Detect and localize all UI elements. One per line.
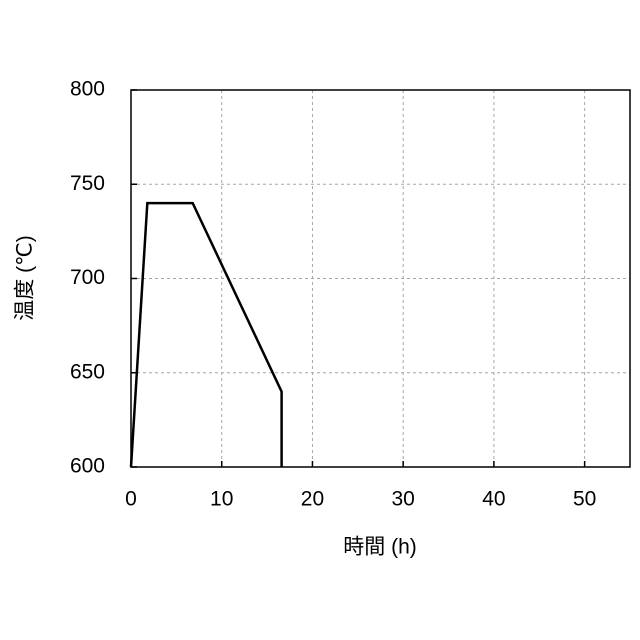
x-tick-label: 30 <box>392 488 415 511</box>
x-tick-label: 20 <box>301 488 324 511</box>
y-tick-label: 600 <box>70 455 105 478</box>
x-axis-label: 時間 (h) <box>343 536 417 559</box>
chart: 時間 (h) 温度 (℃) 600 650 700 750 800 0 10 20 30 40 50 <box>0 0 640 640</box>
data-line <box>131 203 282 467</box>
y-tick-label: 650 <box>70 360 105 383</box>
x-tick-label: 10 <box>210 488 233 511</box>
x-tick-label: 0 <box>125 488 137 511</box>
x-tick-label: 50 <box>573 488 596 511</box>
x-tick-label: 40 <box>482 488 505 511</box>
y-tick-label: 700 <box>70 266 105 289</box>
y-tick-label: 750 <box>70 172 105 195</box>
y-axis-label: 温度 (℃) <box>14 235 37 320</box>
y-tick-label: 800 <box>70 78 105 101</box>
